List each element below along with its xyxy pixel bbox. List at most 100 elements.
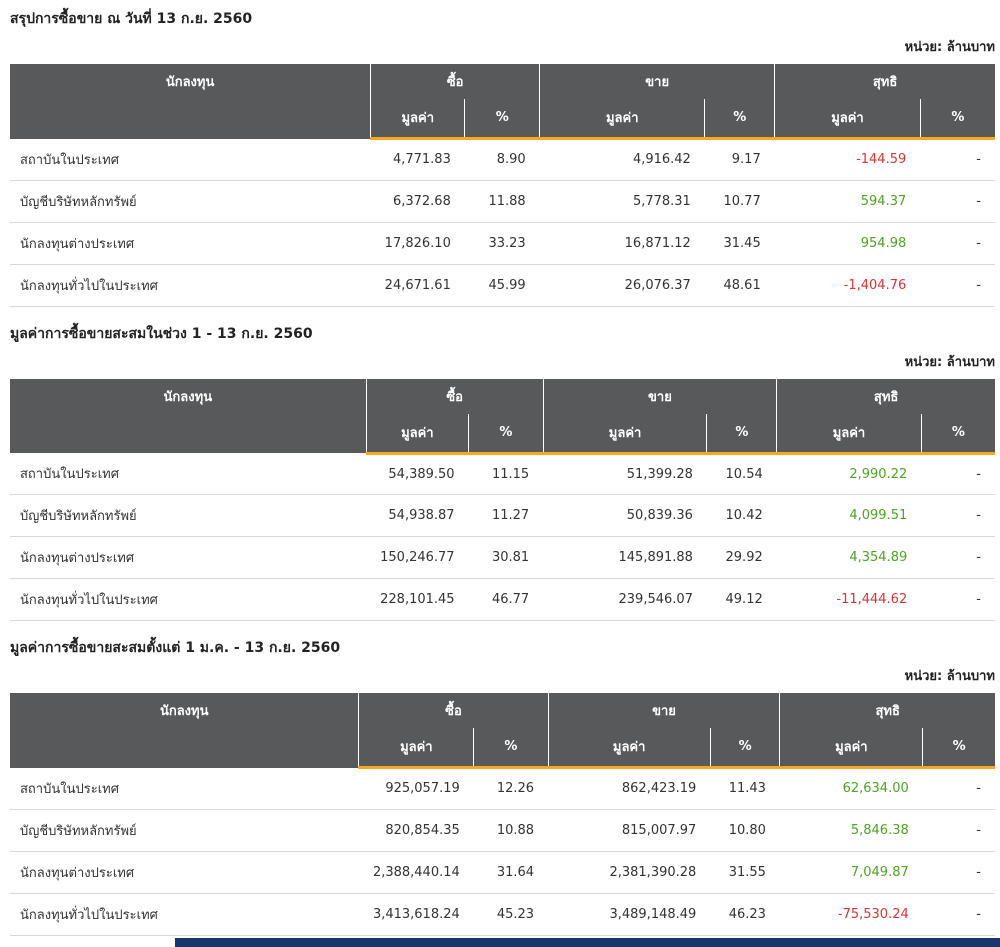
net-percent-cell: - <box>922 767 995 810</box>
table-row: บัญชีบริษัทหลักทรัพย์ 820,854.35 10.88 8… <box>10 809 995 852</box>
col-header-buy: ซื้อ <box>370 64 541 99</box>
net-percent-cell: - <box>922 809 995 852</box>
subheader-row: มูลค่า % มูลค่า % มูลค่า % <box>10 728 995 769</box>
buy-value-cell: 925,057.19 <box>358 767 474 810</box>
sell-value-cell: 3,489,148.49 <box>548 893 711 936</box>
subheader-spacer <box>10 99 372 139</box>
investor-name-cell: นักลงทุนทั่วไปในประเทศ <box>10 578 367 621</box>
table-row: สถาบันในประเทศ 4,771.83 8.90 4,916.42 9.… <box>10 138 995 181</box>
sell-value-cell: 16,871.12 <box>539 222 705 265</box>
col-header-sell: ขาย <box>548 693 781 728</box>
buy-percent-cell: 8.90 <box>464 138 540 181</box>
sell-percent-cell: 10.42 <box>706 494 777 537</box>
investor-name-cell: บัญชีบริษัทหลักทรัพย์ <box>10 180 371 223</box>
table-row: นักลงทุนต่างประเทศ 2,388,440.14 31.64 2,… <box>10 851 995 894</box>
buy-value-cell: 3,413,618.24 <box>358 893 474 936</box>
net-percent-cell: - <box>921 494 995 537</box>
buy-percent-cell: 33.23 <box>464 222 540 265</box>
sell-value-cell: 145,891.88 <box>543 536 707 579</box>
subheader-sell-percent: % <box>704 99 776 140</box>
investor-name-cell: นักลงทุนทั่วไปในประเทศ <box>10 264 371 307</box>
net-percent-cell: - <box>922 893 995 936</box>
subheader-row: มูลค่า % มูลค่า % มูลค่า % <box>10 99 995 140</box>
sell-value-cell: 815,007.97 <box>548 809 711 852</box>
header-row: นักลงทุน ซื้อ ขาย สุทธิ <box>10 378 995 414</box>
unit-label: หน่วย: ล้านบาท <box>904 354 995 370</box>
sell-value-cell: 862,423.19 <box>548 767 711 810</box>
table-row: นักลงทุนทั่วไปในประเทศ 228,101.45 46.77 … <box>10 578 995 621</box>
table-row: สถาบันในประเทศ 925,057.19 12.26 862,423.… <box>10 767 995 810</box>
sell-percent-cell: 10.80 <box>710 809 780 852</box>
buy-percent-cell: 46.77 <box>468 578 544 621</box>
sell-value-cell: 2,381,390.28 <box>548 851 711 894</box>
col-header-investor: นักลงทุน <box>10 378 367 414</box>
investor-name-cell: นักลงทุนต่างประเทศ <box>10 536 367 579</box>
net-value-cell: -75,530.24 <box>779 893 923 936</box>
net-value-cell: 5,846.38 <box>779 809 923 852</box>
investor-name-cell: บัญชีบริษัทหลักทรัพย์ <box>10 809 359 852</box>
net-percent-cell: - <box>920 138 995 181</box>
unit-label: หน่วย: ล้านบาท <box>904 40 995 55</box>
sell-value-cell: 4,916.42 <box>539 138 705 181</box>
sell-percent-cell: 48.61 <box>704 264 775 307</box>
sell-percent-cell: 11.43 <box>710 767 780 810</box>
net-percent-cell: - <box>921 578 995 621</box>
subheader-row: มูลค่า % มูลค่า % มูลค่า % <box>10 413 995 455</box>
subheader-sell-percent: % <box>706 413 778 455</box>
buy-percent-cell: 12.26 <box>473 767 549 810</box>
buy-percent-cell: 31.64 <box>473 851 549 894</box>
footer-bar <box>0 937 1000 947</box>
net-value-cell: 954.98 <box>774 222 921 265</box>
net-percent-cell: - <box>920 264 995 307</box>
subheader-sell-percent: % <box>710 728 781 769</box>
net-value-cell: -1,404.76 <box>774 264 921 307</box>
buy-value-cell: 6,372.68 <box>370 180 465 223</box>
daily-summary-section: สรุปการซื้อขาย ณ วันที่ 13 ก.ย. 2560 หน่… <box>10 8 995 307</box>
subheader-net-percent: % <box>922 728 995 769</box>
table-row: นักลงทุนทั่วไปในประเทศ 3,413,618.24 45.2… <box>10 893 995 936</box>
mtd-summary-section: มูลค่าการซื้อขายสะสมในช่วง 1 - 13 ก.ย. 2… <box>10 323 995 621</box>
col-header-sell: ขาย <box>539 64 776 99</box>
net-percent-cell: - <box>920 180 995 223</box>
subheader-net-percent: % <box>920 99 995 140</box>
footer-strip <box>175 937 1000 947</box>
subheader-net-value: มูลค่า <box>779 728 924 769</box>
unit-label: หน่วย: ล้านบาท <box>904 669 995 684</box>
buy-percent-cell: 30.81 <box>468 536 544 579</box>
table-row: บัญชีบริษัทหลักทรัพย์ 54,938.87 11.27 50… <box>10 494 995 537</box>
table-row: บัญชีบริษัทหลักทรัพย์ 6,372.68 11.88 5,7… <box>10 180 995 223</box>
sell-percent-cell: 31.55 <box>710 851 780 894</box>
subheader-spacer <box>10 413 367 453</box>
col-header-net: สุทธิ <box>774 64 995 99</box>
buy-percent-cell: 11.15 <box>468 453 544 495</box>
sell-percent-cell: 46.23 <box>710 893 780 936</box>
investor-name-cell: สถาบันในประเทศ <box>10 138 371 181</box>
buy-value-cell: 4,771.83 <box>370 138 465 181</box>
net-value-cell: -144.59 <box>774 138 921 181</box>
net-value-cell: 62,634.00 <box>779 767 923 810</box>
subheader-buy-percent: % <box>473 728 549 769</box>
subheader-net-value: มูลค่า <box>774 99 921 140</box>
table-row: สถาบันในประเทศ 54,389.50 11.15 51,399.28… <box>10 453 995 495</box>
buy-percent-cell: 45.23 <box>473 893 549 936</box>
buy-value-cell: 2,388,440.14 <box>358 851 474 894</box>
investor-name-cell: สถาบันในประเทศ <box>10 453 367 495</box>
sell-value-cell: 239,546.07 <box>543 578 707 621</box>
net-value-cell: -11,444.62 <box>776 578 922 621</box>
subheader-buy-value: มูลค่า <box>370 99 466 140</box>
subheader-sell-value: มูลค่า <box>539 99 706 140</box>
col-header-investor: นักลงทุน <box>10 693 360 728</box>
col-header-buy: ซื้อ <box>366 378 544 414</box>
sell-percent-cell: 29.92 <box>706 536 777 579</box>
header-row: นักลงทุน ซื้อ ขาย สุทธิ <box>10 64 995 99</box>
net-percent-cell: - <box>921 536 995 579</box>
net-percent-cell: - <box>921 453 995 495</box>
investor-name-cell: สถาบันในประเทศ <box>10 767 359 810</box>
net-value-cell: 4,354.89 <box>776 536 922 579</box>
subheader-spacer <box>10 728 360 768</box>
table-row: นักลงทุนทั่วไปในประเทศ 24,671.61 45.99 2… <box>10 264 995 307</box>
sell-percent-cell: 31.45 <box>704 222 775 265</box>
table-row: นักลงทุนต่างประเทศ 17,826.10 33.23 16,87… <box>10 222 995 265</box>
sell-value-cell: 50,839.36 <box>543 494 707 537</box>
